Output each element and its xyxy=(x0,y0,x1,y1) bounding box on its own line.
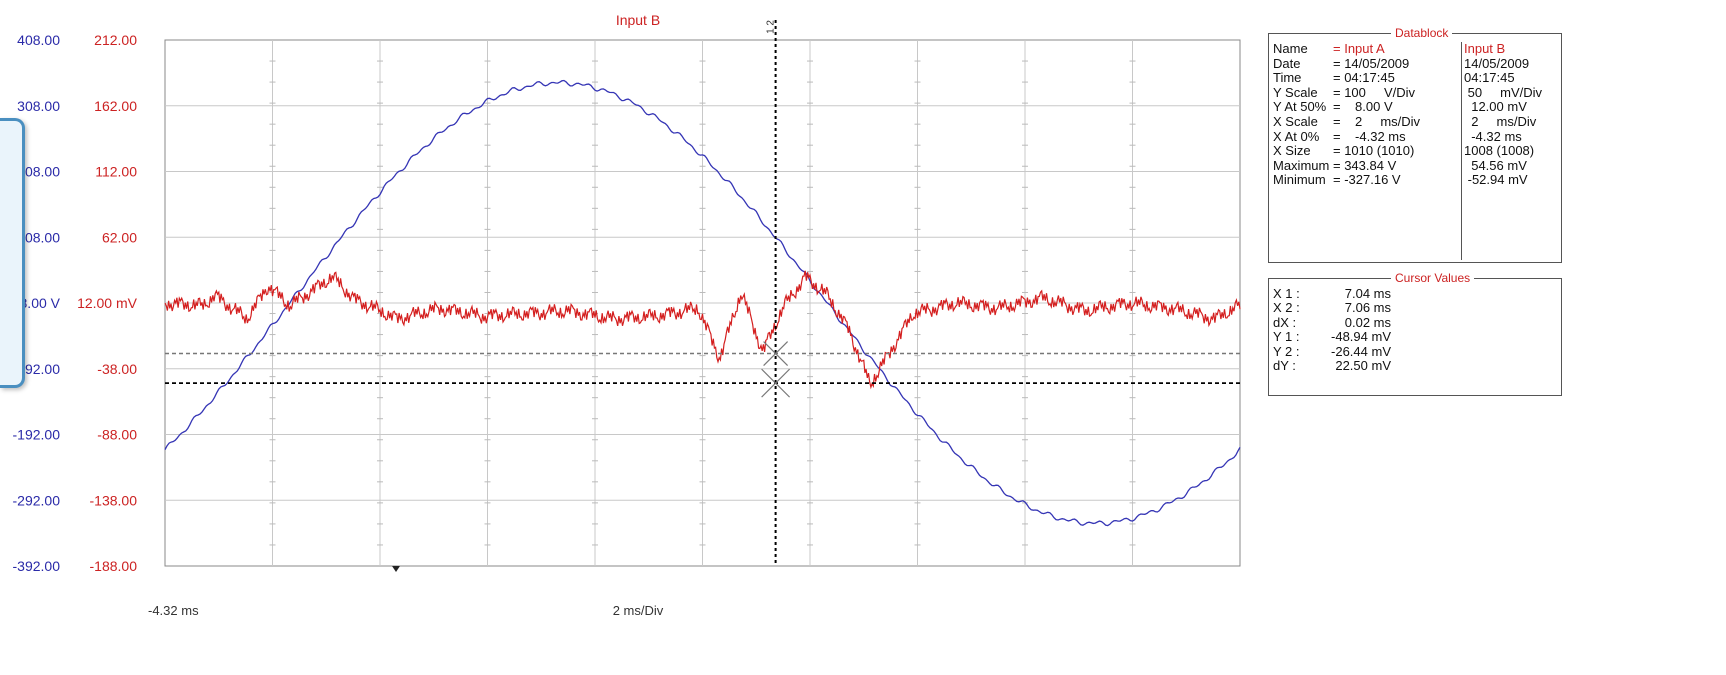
datablock-input-b-value: 12.00 mV xyxy=(1464,99,1527,115)
cursor-marker xyxy=(763,341,789,366)
datablock-input-a-value: = 343.84 V xyxy=(1333,157,1397,173)
side-panel-tab[interactable] xyxy=(0,118,25,388)
datablock-label: Time xyxy=(1273,70,1302,86)
left-tick-label: -292.00 xyxy=(13,492,61,508)
cursor-value-row: Y 1 : -48.94 mV xyxy=(1273,329,1391,345)
datablock-label: Name xyxy=(1273,41,1308,56)
left-tick-label: 8.00 V xyxy=(20,295,61,311)
left-tick-label: -392.00 xyxy=(13,558,61,574)
cursor-values-rows: X 1 :7.04 ms X 2 :7.06 ms dX :0.02 ms Y 1 :… xyxy=(1273,286,1391,373)
cursor-value-key: X 1 : xyxy=(1273,286,1300,301)
datablock-input-a-value: = 8.00 V xyxy=(1333,99,1393,115)
series-layer xyxy=(164,79,1241,527)
left-tick-label: -92.00 xyxy=(20,361,60,377)
cursor-value-row: dY : 22.50 mV xyxy=(1273,357,1391,373)
cursor-value-key: Y 1 : xyxy=(1273,329,1300,345)
datablock-label: Y At 50% xyxy=(1273,99,1327,115)
cursor-value-value: 22.50 mV xyxy=(1335,357,1391,373)
right-axis-ticks: 212.00 162.00 112.00 62.00 12.00 mV -38.00 -88… xyxy=(77,32,138,574)
datablock-input-b-value: 2 ms/Div xyxy=(1464,113,1537,129)
right-tick-label: 12.00 mV xyxy=(77,295,138,311)
cursor-value-key: dX : xyxy=(1273,314,1297,330)
right-tick-label: -138.00 xyxy=(90,492,138,508)
datablock-input-b-value: 04:17:45 xyxy=(1464,70,1515,86)
datablock-input-a-value: = -327.16 V xyxy=(1333,172,1401,188)
x-start-label: -4.32 ms xyxy=(148,603,199,618)
trigger-marker xyxy=(392,566,400,572)
datablock-input-b-value: 14/05/2009 xyxy=(1464,55,1530,71)
cursor-value-value: -26.44 mV xyxy=(1331,343,1391,359)
datablock-label: Minimum xyxy=(1273,172,1326,188)
right-tick-label: -88.00 xyxy=(97,427,137,443)
left-tick-label: 308.00 xyxy=(17,98,60,114)
cursor-value-value: 7.04 ms xyxy=(1344,286,1391,301)
right-tick-label: 62.00 xyxy=(102,229,137,245)
datablock-labels: Name Date Time Y Scale Y At 50% X Scale X At 0… xyxy=(1273,41,1333,260)
datablock-input-a-value: = 1010 (1010) xyxy=(1333,143,1415,159)
cursor-values-panel: Cursor Values X 1 :7.04 ms X 2 :7.06 ms dX… xyxy=(1268,270,1562,396)
cursor-value-row: X 1 : 7.04 ms xyxy=(1273,286,1391,301)
left-tick-label: 408.00 xyxy=(17,32,60,48)
datablock-input-a-value: = 14/05/2009 xyxy=(1333,55,1410,71)
cursor-value-key: X 2 : xyxy=(1273,300,1300,316)
datablock-label: X Size xyxy=(1273,143,1311,159)
grid xyxy=(165,40,1240,566)
datablock-label: X Scale xyxy=(1273,113,1318,129)
datablock-input-b-value: -52.94 mV xyxy=(1464,172,1528,188)
datablock-input-a-column: = Input A = 14/05/2009 = 04:17:45 = 100 V/D… xyxy=(1333,41,1462,260)
datablock-panel: Datablock Name Date Time Y Scale Y At 50% X S… xyxy=(1268,25,1562,263)
datablock-input-a-value: = Input A xyxy=(1333,41,1385,56)
datablock-input-b-column: Input B 14/05/2009 04:17:45 50 mV/Div 12.0… xyxy=(1462,41,1543,260)
right-tick-label: 112.00 xyxy=(95,164,137,180)
cursor-marker xyxy=(761,368,791,398)
x-axis-scale-label: 2 ms/Div xyxy=(613,603,664,618)
datablock-input-b-value: -4.32 ms xyxy=(1464,128,1522,144)
datablock-input-a-value: = 100 V/Div xyxy=(1333,84,1416,100)
datablock-input-b-value: 1008 (1008) xyxy=(1464,143,1535,159)
datablock-title: Datablock xyxy=(1391,25,1453,41)
datablock-input-a-value: = -4.32 ms xyxy=(1333,128,1406,144)
left-tick-label: -192.00 xyxy=(13,427,61,443)
datablock-label: Y Scale xyxy=(1273,84,1318,100)
left-axis-ticks: 408.00 308.00 208.00 108.00 8.00 V -92.00 -192… xyxy=(13,32,61,574)
cursor-value-key: Y 2 : xyxy=(1273,343,1300,359)
right-tick-label: -38.00 xyxy=(97,361,137,377)
datablock-input-a-value: = 2 ms/Div xyxy=(1333,113,1421,129)
datablock-label: Maximum xyxy=(1273,157,1330,173)
cursor-value-value: 0.02 ms xyxy=(1344,314,1391,330)
cursor-value-value: 7.06 ms xyxy=(1344,300,1391,316)
series-input-a-line xyxy=(164,79,1241,527)
datablock-input-a-value: = 04:17:45 xyxy=(1333,70,1395,86)
cursor-values-title: Cursor Values xyxy=(1391,270,1475,286)
cursor-value-value: -48.94 mV xyxy=(1331,329,1391,345)
datablock-input-b-value: 54.56 mV xyxy=(1464,157,1527,173)
datablock-label: X At 0% xyxy=(1273,128,1320,144)
datablock-label: Date xyxy=(1273,55,1301,71)
chart-title: Input B xyxy=(616,12,660,28)
right-tick-label: 162.00 xyxy=(94,98,137,114)
cursor-value-key: dY : xyxy=(1273,357,1296,373)
cursor-value-row: Y 2 : -26.44 mV xyxy=(1273,343,1391,359)
cursor-x-label: 1 2 xyxy=(766,20,777,34)
datablock-input-b-value: Input B xyxy=(1464,41,1506,56)
cursor-layer[interactable]: 1 2 xyxy=(165,20,1240,566)
right-tick-label: -188.00 xyxy=(90,558,138,574)
cursor-value-row: dX : 0.02 ms xyxy=(1273,314,1391,330)
series-input-b-line xyxy=(164,270,1241,390)
cursor-value-row: X 2 : 7.06 ms xyxy=(1273,300,1391,316)
left-tick-label: 208.00 xyxy=(17,164,60,180)
right-tick-label: 212.00 xyxy=(94,32,137,48)
datablock-input-b-value: 50 mV/Div xyxy=(1464,84,1543,100)
left-tick-label: 108.00 xyxy=(17,229,60,245)
